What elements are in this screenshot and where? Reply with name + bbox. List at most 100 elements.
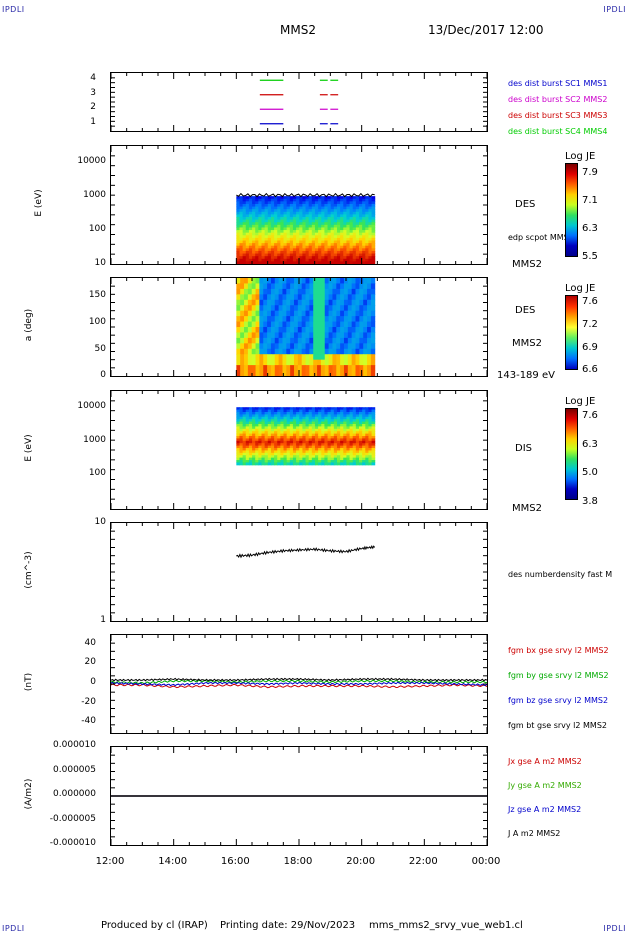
dis-energy-cell [333, 414, 338, 418]
des-energy-cell [343, 222, 347, 226]
dis-energy-cell [333, 450, 338, 454]
pitch-angle-cell [351, 337, 357, 344]
pitch-angle-cell [351, 305, 357, 312]
des-energy-cell [346, 256, 351, 260]
dis-energy-cell [321, 455, 325, 459]
des-energy-cell [368, 243, 373, 247]
dis-energy-cell [296, 414, 300, 418]
des-energy-cell [340, 227, 344, 231]
dis-energy-cell [280, 409, 285, 413]
des-energy-cell [349, 250, 354, 255]
pitch-angle-cell [317, 365, 322, 372]
des-energy-cell [349, 245, 354, 249]
dis-energy-cell [346, 426, 351, 430]
pitch-angle-cell [255, 370, 260, 376]
des-energy-cell [289, 211, 294, 215]
dis-energy-cell [258, 426, 262, 430]
des-energy-cell [333, 256, 338, 260]
dis-energy-cell [274, 433, 278, 437]
des-energy-cell [314, 240, 319, 244]
pitch-angle-cell [270, 354, 276, 361]
des-energy-cell [336, 232, 341, 236]
des-energy-cell [292, 240, 297, 244]
dis-energy-cell [289, 452, 294, 456]
pitch-angle-cell [340, 310, 345, 317]
pitch-angle-cell [336, 283, 341, 290]
pitch-angle-cell [317, 348, 322, 355]
pitch-angle-cell [317, 354, 322, 361]
pitch-angle-cell [297, 294, 303, 301]
des-energy-cell [314, 227, 319, 231]
des-energy-cell [318, 214, 322, 218]
des-energy-cell [252, 203, 256, 208]
dis-energy-cell [362, 428, 366, 432]
dis-energy-cell [258, 416, 262, 420]
dis-spacecraft-label: MMS2 [512, 503, 542, 514]
dis-energy-cell [277, 411, 281, 415]
dis-energy-cell [314, 455, 319, 459]
dis-energy-cell [242, 409, 247, 413]
pitch-angle-cell [274, 305, 280, 312]
pitch-angle-cell [286, 348, 291, 355]
dis-energy-cell [346, 414, 351, 418]
des-energy-cell [267, 198, 272, 202]
des-energy-cell [365, 230, 369, 234]
dis-energy-cell [302, 416, 307, 420]
pitch-angle-cell [290, 321, 295, 328]
des-energy-cell [283, 232, 288, 236]
dis-energy-cell [365, 440, 369, 444]
pitch-angle-cell [278, 365, 283, 372]
des-energy-cell [292, 211, 297, 215]
dis-energy-cell [333, 452, 338, 456]
magnetic-field-panel [110, 634, 488, 734]
des-energy-cell [349, 196, 354, 200]
pitch-angle-cell [236, 283, 241, 290]
dis-energy-cell [314, 414, 319, 418]
des-energy-cell [352, 211, 357, 215]
des-energy-cell [283, 206, 288, 210]
dis-energy-cell [311, 460, 316, 463]
des-energy-cell [274, 209, 278, 213]
dis-energy-cell [274, 438, 278, 442]
des-energy-cell [296, 256, 300, 260]
des-energy-cell [324, 198, 329, 202]
dis-energy-cell [296, 445, 300, 449]
des-energy-cell [270, 203, 275, 208]
des-energy-cell [239, 230, 244, 234]
des-energy-cell [270, 245, 275, 249]
des-energy-cell [258, 258, 262, 262]
dis-energy-cell [261, 428, 266, 432]
des-energy-cell [270, 227, 275, 231]
dis-energy-cell [245, 431, 250, 435]
pitch-angle-cell [305, 299, 310, 306]
dis-energy-cell [245, 438, 250, 442]
des-energy-cell [333, 250, 338, 255]
dis-energy-cell [270, 426, 275, 430]
dis-energy-cell [365, 414, 369, 418]
pitch-angle-cell [340, 316, 345, 323]
des-energy-cell [352, 201, 357, 205]
des-energy-cell [371, 230, 376, 234]
current-tick: 0.000010 [53, 740, 96, 750]
dis-energy-cell [299, 438, 303, 442]
des-energy-cell [355, 253, 360, 257]
dis-energy-cell [362, 450, 366, 454]
des-energy-cell [311, 243, 316, 247]
pitch-angle-cell [332, 354, 337, 361]
pitch-angle-cell [328, 294, 333, 301]
des-energy-cell [330, 198, 335, 202]
dis-energy-cell [305, 462, 310, 466]
dis-energy-cell [314, 436, 319, 439]
des-energy-cell [327, 232, 332, 236]
des-energy-cell [258, 224, 262, 228]
current-legend-entry: Jz gse A m2 MMS2 [508, 805, 582, 814]
des-energy-cell [362, 222, 366, 226]
des-energy-cell [324, 256, 329, 260]
des-energy-cell [302, 261, 307, 264]
des-energy-cell [340, 198, 344, 202]
des-energy-cell [245, 253, 250, 257]
dis-energy-cell [349, 445, 354, 449]
des-energy-cell [327, 203, 332, 208]
pitch-angle-cell [274, 327, 280, 333]
pitch-angle-cell [274, 370, 280, 376]
